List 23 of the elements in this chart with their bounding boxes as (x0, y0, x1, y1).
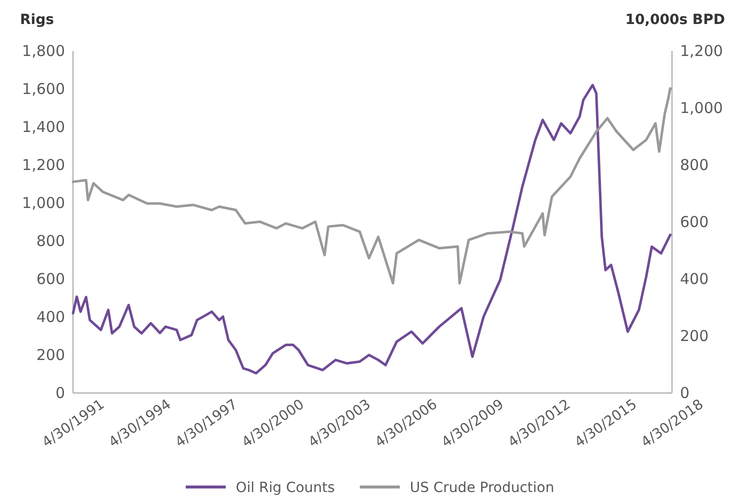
y2-tick-label: 400 (680, 270, 709, 288)
y2-axis-title: 10,000s BPD (625, 12, 725, 28)
y-tick-label: 1,400 (22, 118, 65, 136)
y-tick-label: 1,800 (22, 42, 65, 60)
y-tick-label: 1,600 (22, 80, 65, 98)
line-series (72, 87, 672, 285)
y-axis-title: Rigs (20, 12, 54, 28)
y2-tick-label: 1,000 (680, 98, 723, 117)
y-tick-label: 1,200 (22, 156, 65, 174)
y-tick-label: 200 (36, 346, 65, 364)
y-tick-label: 400 (36, 308, 65, 326)
line-series (72, 84, 672, 374)
y2-tick-label: 600 (680, 212, 709, 231)
legend-label: US Crude Production (410, 480, 554, 496)
y2-tick-label: 800 (680, 156, 709, 174)
legend-label: Oil Rig Counts (236, 480, 335, 496)
y2-tick-label: 200 (680, 326, 709, 345)
y2-tick-label: 1,200 (680, 42, 723, 60)
y2-tick-label: 0 (680, 384, 690, 402)
y-tick-label: 800 (36, 232, 65, 250)
y-tick-label: 600 (36, 270, 65, 288)
y-tick-label: 0 (55, 384, 65, 402)
y-tick-label: 1,000 (22, 194, 65, 212)
